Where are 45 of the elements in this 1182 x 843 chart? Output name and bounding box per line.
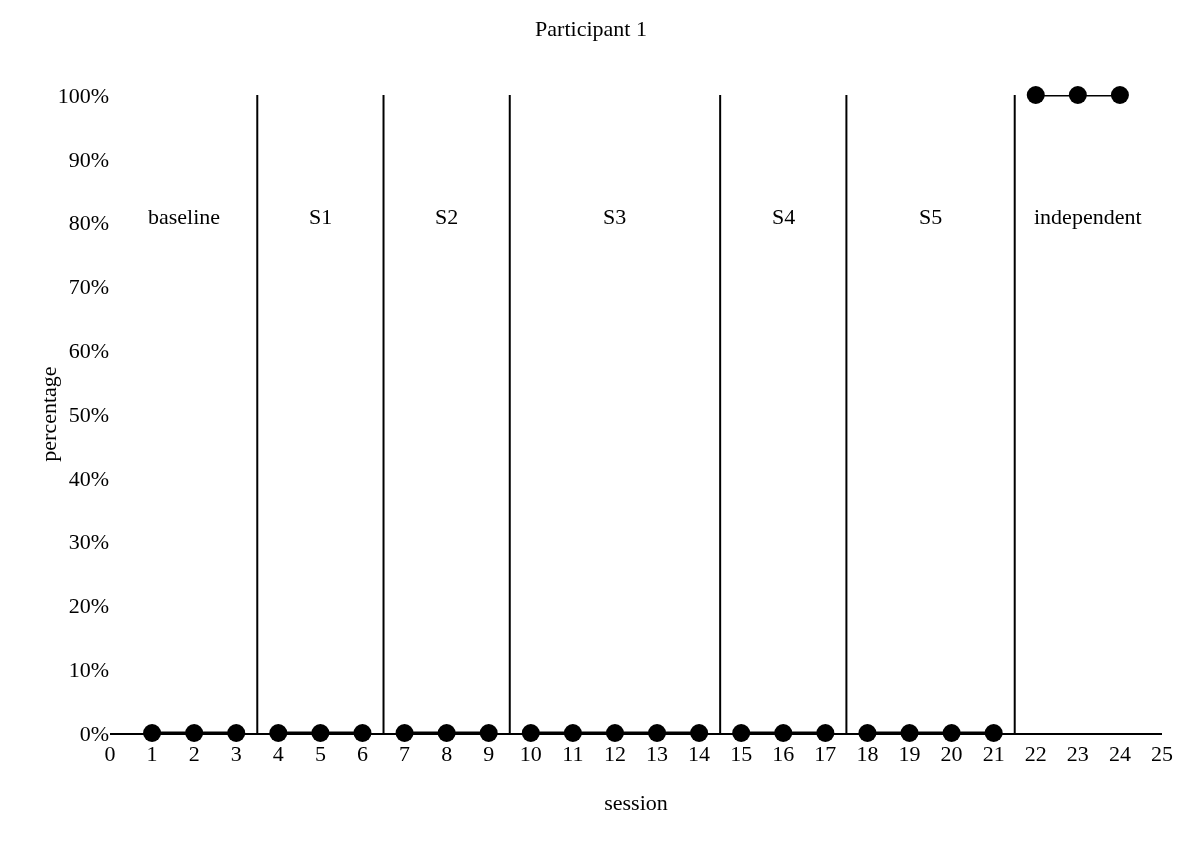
y-tick-label: 40% <box>68 465 109 491</box>
y-tick-label: 70% <box>68 274 109 300</box>
x-tick-label: 24 <box>1108 741 1131 767</box>
annotation: baseline <box>148 204 221 229</box>
x-tick-label: 18 <box>856 741 879 767</box>
annotation: S5 <box>919 204 943 229</box>
y-tick-label: 20% <box>68 593 109 619</box>
y-tick-label: 80% <box>68 210 109 236</box>
chart-title: Participant 1 <box>535 16 647 42</box>
x-tick-label: 11 <box>562 741 584 767</box>
x-tick-label: 10 <box>519 741 542 767</box>
x-axis-title: session <box>604 789 668 815</box>
x-tick-label: 23 <box>1066 741 1089 767</box>
x-tick-label: 25 <box>1151 741 1173 767</box>
x-tick-label: 6 <box>356 741 368 767</box>
x-tick-label: 20 <box>940 741 963 767</box>
annotation: independent <box>1034 204 1142 229</box>
y-axis-title: percentage <box>36 366 61 462</box>
annotation: S3 <box>603 204 627 229</box>
x-tick-label: 9 <box>483 741 495 767</box>
x-tick-label: 22 <box>1024 741 1047 767</box>
x-tick-label: 21 <box>982 741 1005 767</box>
y-tick-label: 60% <box>68 337 109 363</box>
x-tick-label: 4 <box>272 741 284 767</box>
annotation: S1 <box>309 204 333 229</box>
y-tick-label: 10% <box>68 656 109 682</box>
y-tick-label: 30% <box>68 529 109 555</box>
x-tick-label: 17 <box>814 741 837 767</box>
x-tick-label: 5 <box>314 741 326 767</box>
x-tick-label: 19 <box>898 741 921 767</box>
annotation: S4 <box>772 204 796 229</box>
x-tick-label: 3 <box>230 741 242 767</box>
x-tick-label: 14 <box>688 741 711 767</box>
x-tick-label: 15 <box>730 741 753 767</box>
x-tick-label: 8 <box>441 741 453 767</box>
x-tick-label: 12 <box>603 741 626 767</box>
x-tick-label: 13 <box>646 741 669 767</box>
y-tick-label: 90% <box>68 146 109 172</box>
y-tick-label: 100% <box>57 82 109 108</box>
y-tick-label: 50% <box>68 401 109 427</box>
x-tick-label: 2 <box>188 741 200 767</box>
x-tick-label: 7 <box>399 741 411 767</box>
x-tick-label: 16 <box>772 741 795 767</box>
x-tick-label: 1 <box>146 741 158 767</box>
annotation: S2 <box>435 204 459 229</box>
